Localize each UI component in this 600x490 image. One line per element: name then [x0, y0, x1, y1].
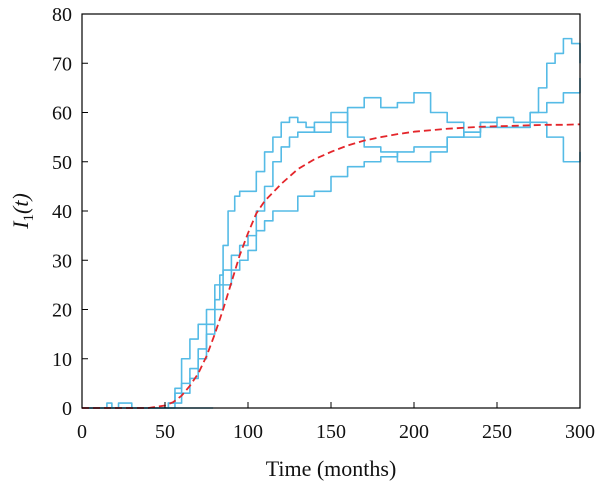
stochastic-path-1 — [82, 37, 581, 409]
axis-ticks: 0 50 100 150 200 250 300 0 10 20 30 40 50 60 70 80 — [52, 4, 595, 443]
y-tick-label: 80 — [52, 4, 72, 26]
y-tick-label: 70 — [52, 53, 72, 75]
x-tick-label: 50 — [155, 421, 175, 443]
stochastic-path-2 — [82, 111, 581, 409]
y-axis-label-symbol: I — [8, 220, 33, 230]
x-tick-label: 100 — [233, 421, 263, 443]
plot-area — [82, 37, 581, 409]
x-tick-label: 150 — [316, 421, 346, 443]
y-tick-label: 30 — [52, 250, 72, 272]
deterministic-curve — [82, 123, 581, 409]
x-axis-label: Time (months) — [266, 456, 397, 481]
y-tick-label: 10 — [52, 349, 72, 371]
y-axis-label: I1(t) — [8, 193, 37, 230]
y-axis-label-subscript: 1 — [21, 214, 37, 222]
x-tick-label: 200 — [399, 421, 429, 443]
x-tick-label: 250 — [482, 421, 512, 443]
y-tick-label: 40 — [52, 201, 72, 223]
y-tick-label: 0 — [62, 398, 72, 420]
y-tick-label: 20 — [52, 300, 72, 322]
stochastic-path-3 — [82, 78, 581, 409]
x-tick-label: 300 — [565, 421, 595, 443]
x-tick-label: 0 — [77, 421, 87, 443]
plot-frame — [81, 13, 581, 409]
y-axis-label-argument: (t) — [8, 193, 33, 214]
y-tick-label: 60 — [52, 103, 72, 125]
y-tick-label: 50 — [52, 152, 72, 174]
